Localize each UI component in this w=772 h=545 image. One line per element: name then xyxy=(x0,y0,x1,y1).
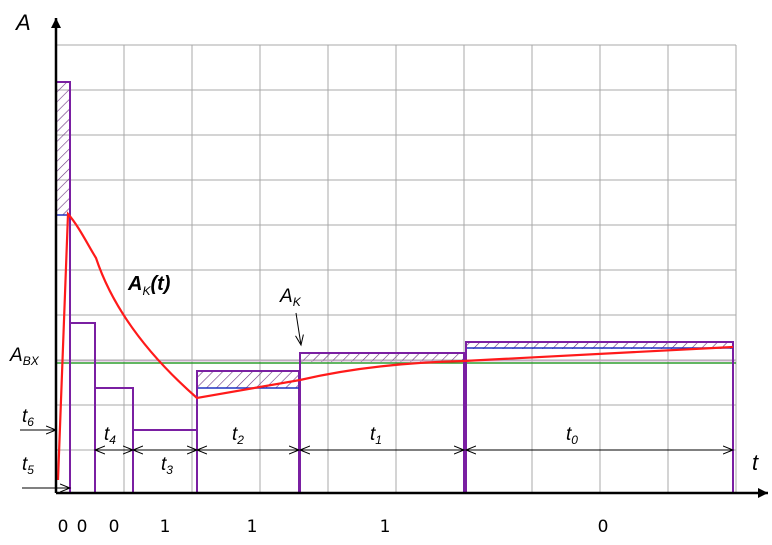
hatch-t1 xyxy=(300,353,464,362)
input-level-label: ABX xyxy=(9,345,40,368)
leader-ak xyxy=(296,312,301,345)
interval-name-t0: t xyxy=(566,424,572,445)
grid xyxy=(56,44,737,493)
x-axis-label: t xyxy=(752,450,759,475)
pulse-t5 xyxy=(69,322,96,493)
bit-4: 1 xyxy=(247,517,258,537)
interval-label-t6: t6 xyxy=(22,406,34,429)
interval-name-t4: t xyxy=(104,424,110,445)
input-level-sub: BX xyxy=(23,354,40,368)
pulse-t0 xyxy=(465,341,734,493)
hatch-t2 xyxy=(197,371,299,388)
hatch-t0 xyxy=(466,342,733,349)
interval-label-t2: t2 xyxy=(232,424,244,447)
dimension-lines xyxy=(20,312,733,488)
input-level-main: A xyxy=(9,345,23,366)
bit-2: 0 xyxy=(109,517,120,537)
curve-label-sub: K xyxy=(142,284,151,298)
bit-row: 0 0 0 1 1 1 0 xyxy=(58,517,609,537)
marker-label: AK xyxy=(279,286,302,309)
interval-sub-t0: 0 xyxy=(571,433,578,447)
curve-label-arg: (t) xyxy=(150,273,170,295)
marker-label-main: A xyxy=(279,286,293,307)
pulse-t1 xyxy=(299,352,465,493)
curve-label-main: A xyxy=(127,273,142,295)
y-axis-label: A xyxy=(14,10,31,35)
hatch-t6 xyxy=(55,81,71,216)
interval-name-t6: t xyxy=(22,406,28,427)
bit-5: 1 xyxy=(380,517,391,537)
interval-name-t1: t xyxy=(370,424,376,445)
curve-label: AK(t) xyxy=(127,273,171,298)
interval-labels: t6 t5 t4 t3 t2 t1 t0 xyxy=(22,406,578,477)
marker-label-sub: K xyxy=(293,295,302,309)
interval-sub-t4: 4 xyxy=(109,433,116,447)
interval-name-t3: t xyxy=(161,454,167,475)
interval-sub-t2: 2 xyxy=(236,433,244,447)
interval-name-t5: t xyxy=(22,454,28,475)
bit-0: 0 xyxy=(58,517,69,537)
bit-6: 0 xyxy=(598,517,609,537)
interval-label-t0: t0 xyxy=(566,424,578,447)
interval-name-t2: t xyxy=(232,424,238,445)
interval-label-t5: t5 xyxy=(22,454,34,477)
interval-sub-t5: 5 xyxy=(27,463,34,477)
bit-3: 1 xyxy=(160,517,171,537)
interval-sub-t3: 3 xyxy=(166,463,173,477)
interval-label-t3: t3 xyxy=(161,454,173,477)
response-curve xyxy=(56,211,734,481)
interval-label-t1: t1 xyxy=(370,424,382,447)
interval-sub-t1: 1 xyxy=(375,433,382,447)
interval-sub-t6: 6 xyxy=(27,415,34,429)
pulse-t4 xyxy=(95,387,134,493)
interval-label-t4: t4 xyxy=(104,424,116,447)
bit-1: 0 xyxy=(77,517,88,537)
